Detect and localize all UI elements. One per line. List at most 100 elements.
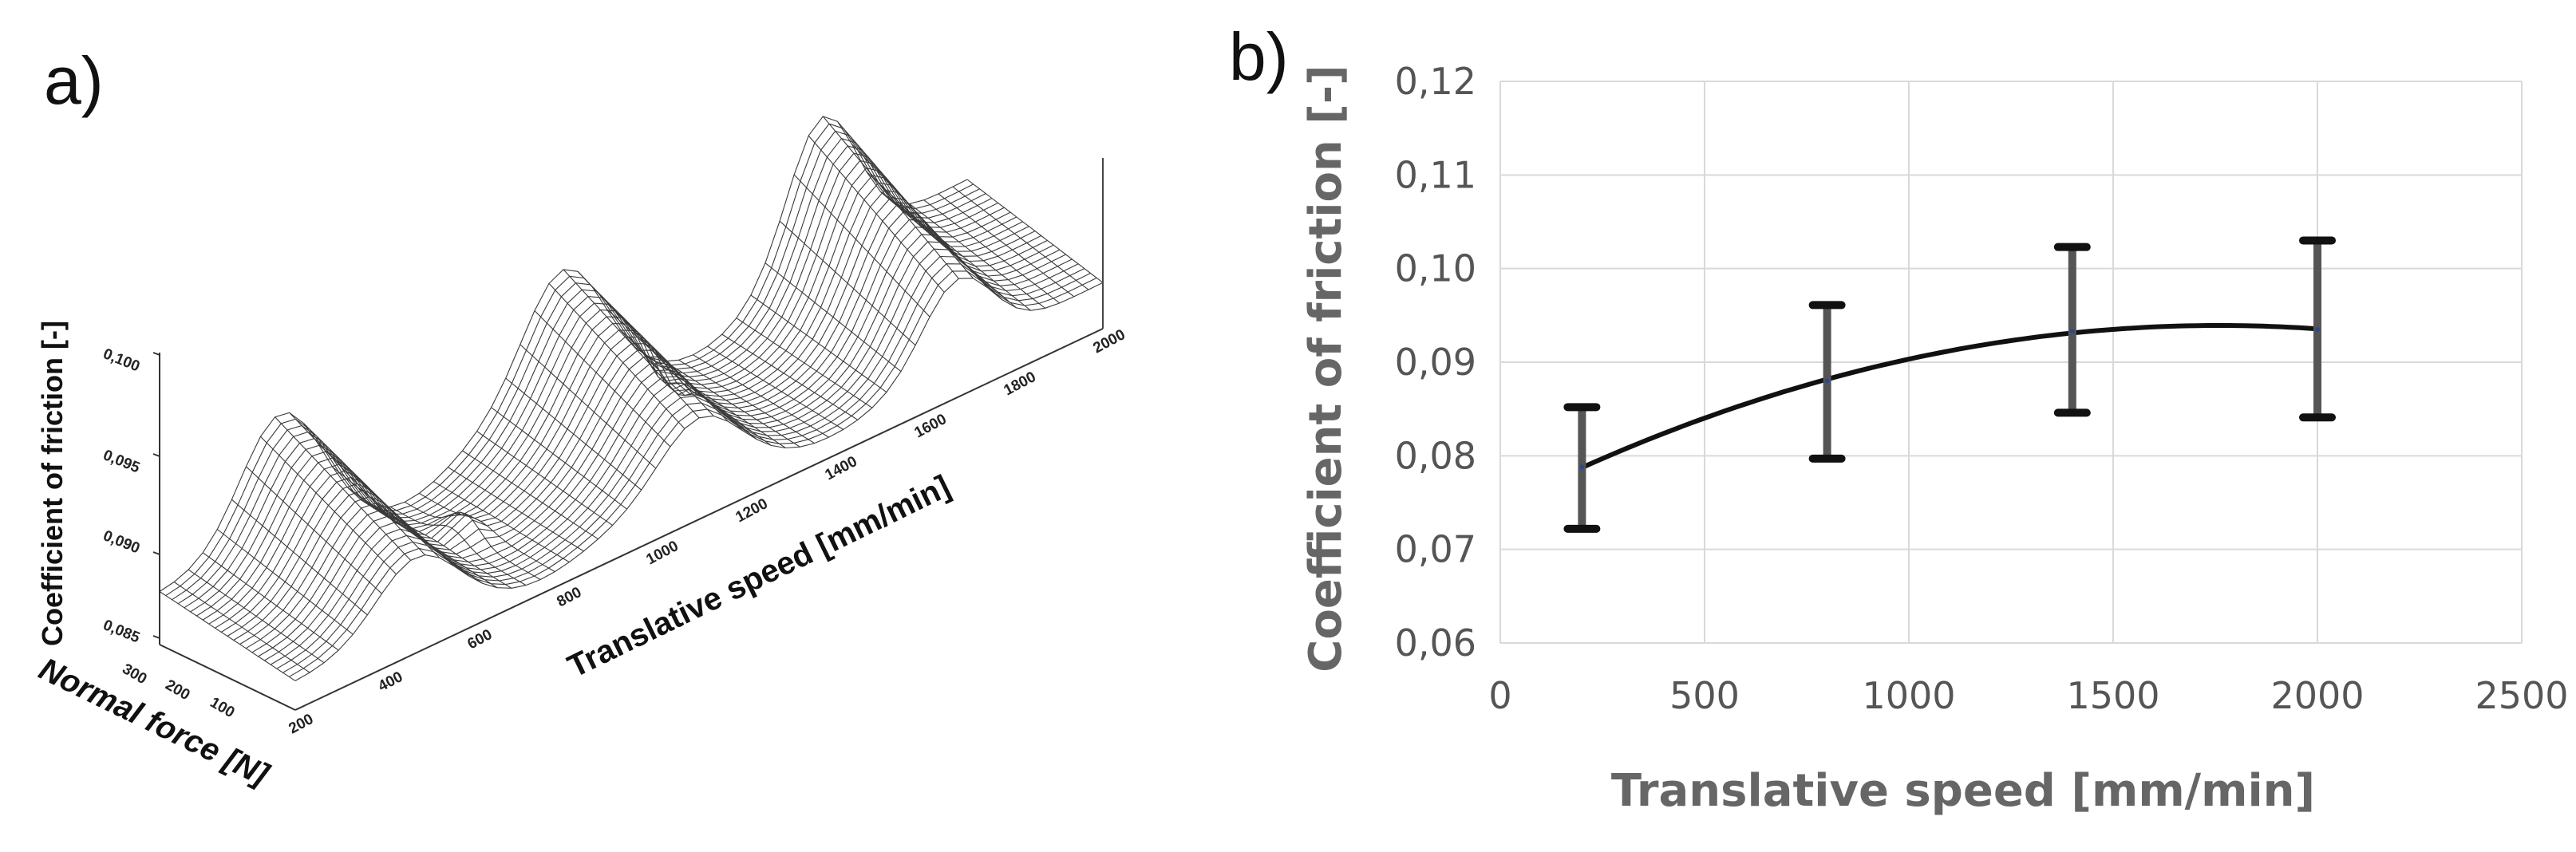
mesh-line: [606, 309, 742, 430]
x-tick-label: 500: [1669, 674, 1740, 717]
y-axis-title: Coefficient of friction [-]: [1300, 65, 1352, 672]
friction-surface-mesh: [160, 116, 1103, 681]
mesh-line: [191, 153, 998, 612]
mesh-line: [924, 200, 1060, 303]
z-axis-ticks: 0,100 0,095 0,090 0,085: [101, 345, 160, 647]
mesh-line: [275, 417, 411, 561]
panel-a-label: a): [44, 43, 104, 118]
mesh-line: [708, 346, 844, 429]
line-chart-panel: b) 0,06 0,07 0,08 0,09 0,10 0,11 0,12 0 500 1000 1…: [1229, 19, 2569, 817]
mesh-line: [679, 360, 815, 443]
data-point: [2315, 326, 2320, 332]
mesh-line: [215, 183, 1023, 628]
mesh-line: [751, 295, 887, 392]
y-tick-label: 0,11: [1395, 153, 1476, 196]
trend-line: [1581, 323, 2318, 470]
mesh-line: [304, 424, 440, 558]
y-tick-label: 300: [120, 661, 150, 688]
mesh-line: [160, 592, 295, 681]
mesh-line: [347, 487, 483, 583]
mesh-line: [621, 331, 757, 440]
mesh-line: [362, 500, 497, 588]
y-tick-label: 0,08: [1395, 434, 1476, 477]
mesh-line: [506, 378, 642, 490]
z-tick-mark: [152, 635, 160, 639]
x-axis-title: Translative speed [mm/min]: [1611, 765, 2315, 817]
mesh-line: [174, 582, 310, 673]
mesh-line: [203, 168, 1010, 621]
data-point: [1579, 464, 1585, 470]
x-tick-label: 2000: [2270, 674, 2364, 717]
mesh-line: [261, 436, 397, 574]
mesh-line: [780, 221, 915, 345]
z-tick-label: 0,095: [101, 447, 142, 476]
mesh-line: [290, 412, 425, 554]
y-tick-label: 0,12: [1395, 60, 1476, 103]
mesh-line: [881, 192, 1017, 308]
mesh-line: [765, 263, 901, 372]
mesh-line: [794, 175, 930, 317]
z-axis-title: Coefficient of friction [-]: [36, 321, 69, 646]
mesh-line: [837, 121, 973, 278]
surface-plot-panel: a) 0,100 0,095 0,090 0,085 Coefficient o…: [34, 43, 1128, 793]
x-axis-line: [294, 328, 1104, 711]
mesh-line: [203, 553, 338, 650]
x-tick-label: 600: [464, 626, 495, 653]
data-point: [2069, 329, 2075, 334]
x-tick-label: 800: [554, 584, 584, 610]
mesh-line: [549, 283, 685, 428]
x-tick-label: 0: [1488, 674, 1511, 717]
x-tick-label: 1000: [1862, 674, 1955, 717]
mesh-line: [693, 355, 829, 437]
x-tick-label: 1500: [2066, 674, 2159, 717]
mesh-line: [895, 203, 1031, 311]
mesh-line: [376, 507, 512, 588]
mesh-line: [259, 235, 1066, 657]
mesh-line: [463, 451, 599, 539]
mesh-line: [196, 160, 1004, 616]
mesh-line: [967, 179, 1103, 282]
y-tick-label: 0,07: [1395, 528, 1476, 571]
mesh-line: [227, 198, 1035, 637]
mesh-line: [217, 530, 353, 635]
mesh-line: [390, 507, 526, 585]
z-tick-label: 0,090: [101, 527, 142, 557]
friction-vs-speed-chart: 0,06 0,07 0,08 0,09 0,10 0,11 0,12 0 500 1000 1500…: [1300, 60, 2569, 817]
mesh-line: [953, 187, 1088, 290]
y-tick-label: 0,06: [1395, 621, 1476, 665]
y-tick-label: 200: [163, 676, 193, 704]
mesh-line: [737, 318, 872, 408]
x-tick-label: 2500: [2475, 674, 2568, 717]
mesh-line: [520, 345, 656, 468]
mesh-line: [246, 467, 381, 594]
mesh-line: [405, 502, 540, 579]
y-tick-label: 0,09: [1395, 341, 1476, 384]
x-tick-label: 400: [375, 669, 405, 695]
y-tick-label: 0,10: [1395, 247, 1476, 290]
x-tick-label: 2000: [1090, 326, 1128, 357]
mesh-line: [231, 499, 367, 615]
mesh-line: [433, 482, 569, 562]
mesh-line: [808, 136, 944, 292]
z-tick-mark: [152, 551, 160, 555]
mesh-line: [264, 242, 1072, 661]
mesh-line: [492, 408, 627, 509]
mesh-line: [477, 432, 613, 526]
mesh-line: [867, 172, 1002, 300]
mesh-line: [188, 570, 324, 663]
x-tick-label: 200: [286, 711, 316, 737]
mesh-line: [722, 334, 858, 420]
mesh-line: [910, 203, 1045, 308]
z-tick-label: 0,085: [101, 617, 142, 646]
mesh-line: [665, 361, 800, 447]
panel-b-label: b): [1229, 19, 1289, 94]
z-tick-label: 0,100: [101, 345, 142, 375]
mesh-line: [221, 190, 1029, 632]
mesh-line: [535, 311, 670, 447]
mesh-line: [938, 194, 1074, 297]
z-tick-mark: [152, 453, 160, 457]
mesh-line: [252, 227, 1060, 653]
mesh-line: [635, 348, 771, 446]
y-axis-title: Normal force [N]: [34, 652, 275, 794]
mesh-line: [209, 176, 1017, 624]
